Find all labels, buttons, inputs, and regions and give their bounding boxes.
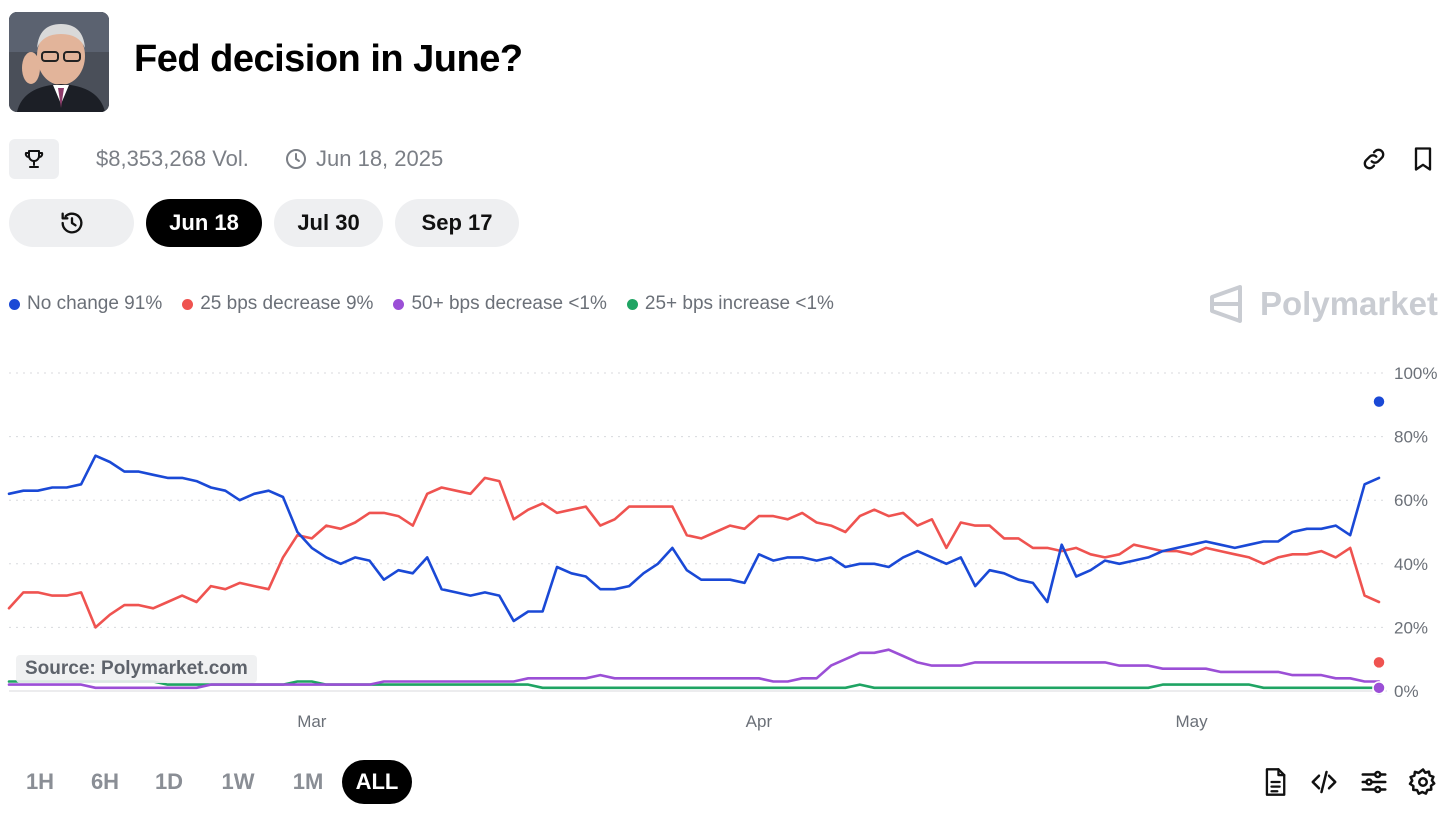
series-end-point bbox=[1372, 681, 1386, 695]
x-tick-label: Apr bbox=[746, 712, 773, 731]
gear-icon[interactable] bbox=[1408, 767, 1438, 797]
legend-dot bbox=[626, 298, 638, 310]
history-icon bbox=[61, 212, 82, 234]
legend-label: No change 91% bbox=[27, 293, 163, 314]
legend-dot bbox=[182, 298, 194, 310]
probability-chart: 100% 80% 60% 40% 20% 0% Mar Apr May bbox=[7, 364, 1437, 731]
range-1h[interactable]: 1H bbox=[25, 769, 55, 794]
series-line bbox=[7, 454, 1381, 623]
x-tick-label: Mar bbox=[297, 712, 327, 731]
range-1w[interactable]: 1W bbox=[221, 769, 255, 794]
tab-sep-17[interactable]: Sep 17 bbox=[395, 199, 519, 247]
legend-label: 25 bps decrease 9% bbox=[200, 293, 374, 314]
event-avatar bbox=[9, 12, 109, 112]
legend-item-25-decrease: 25 bps decrease 9% bbox=[182, 293, 373, 315]
range-1m[interactable]: 1M bbox=[292, 769, 324, 794]
tab-jul-30[interactable]: Jul 30 bbox=[274, 199, 383, 247]
trophy-button[interactable] bbox=[9, 139, 59, 179]
legend-item-50-decrease: 50+ bps decrease <1% bbox=[393, 293, 607, 315]
series-line bbox=[7, 476, 1381, 629]
legend-item-25-increase: 25+ bps increase <1% bbox=[626, 293, 834, 315]
volume-text: $8,353,268 Vol. bbox=[96, 146, 249, 171]
y-tick-label: 60% bbox=[1394, 491, 1428, 510]
y-tick-label: 20% bbox=[1394, 618, 1428, 637]
polymarket-wordmark: Polymarket bbox=[1260, 285, 1438, 322]
series-line bbox=[7, 648, 1381, 690]
series-end-point bbox=[1372, 394, 1386, 409]
y-tick-label: 0% bbox=[1394, 682, 1419, 701]
link-icon[interactable] bbox=[1360, 145, 1388, 173]
legend-item-no-change: No change 91% bbox=[9, 293, 162, 315]
legend-label: 25+ bps increase <1% bbox=[644, 293, 834, 314]
trophy-icon bbox=[24, 150, 44, 168]
series-end-point bbox=[1372, 655, 1386, 670]
source-label: Source: Polymarket.com bbox=[16, 655, 257, 683]
code-icon[interactable] bbox=[1309, 767, 1339, 797]
end-date-text: Jun 18, 2025 bbox=[316, 146, 444, 171]
y-tick-label: 40% bbox=[1394, 555, 1428, 574]
range-all[interactable]: ALL bbox=[342, 760, 412, 804]
page-title: Fed decision in June? bbox=[134, 38, 523, 80]
document-icon[interactable] bbox=[1261, 767, 1289, 797]
sliders-icon[interactable] bbox=[1359, 767, 1389, 797]
chart-legend: No change 91% 25 bps decrease 9% 50+ bps… bbox=[9, 293, 854, 315]
history-button[interactable] bbox=[9, 199, 134, 247]
y-tick-label: 100% bbox=[1394, 364, 1437, 383]
bookmark-icon[interactable] bbox=[1409, 145, 1437, 173]
x-tick-label: May bbox=[1175, 712, 1208, 731]
legend-dot bbox=[393, 298, 405, 310]
range-1d[interactable]: 1D bbox=[154, 769, 184, 794]
polymarket-logo: Polymarket bbox=[1206, 283, 1438, 325]
y-tick-label: 80% bbox=[1394, 428, 1428, 447]
legend-dot bbox=[9, 298, 20, 310]
legend-label: 50+ bps decrease <1% bbox=[411, 293, 607, 314]
clock-icon bbox=[286, 149, 306, 169]
range-6h[interactable]: 6H bbox=[90, 769, 120, 794]
polymarket-logo-icon bbox=[1210, 285, 1242, 323]
tab-jun-18[interactable]: Jun 18 bbox=[146, 199, 262, 247]
